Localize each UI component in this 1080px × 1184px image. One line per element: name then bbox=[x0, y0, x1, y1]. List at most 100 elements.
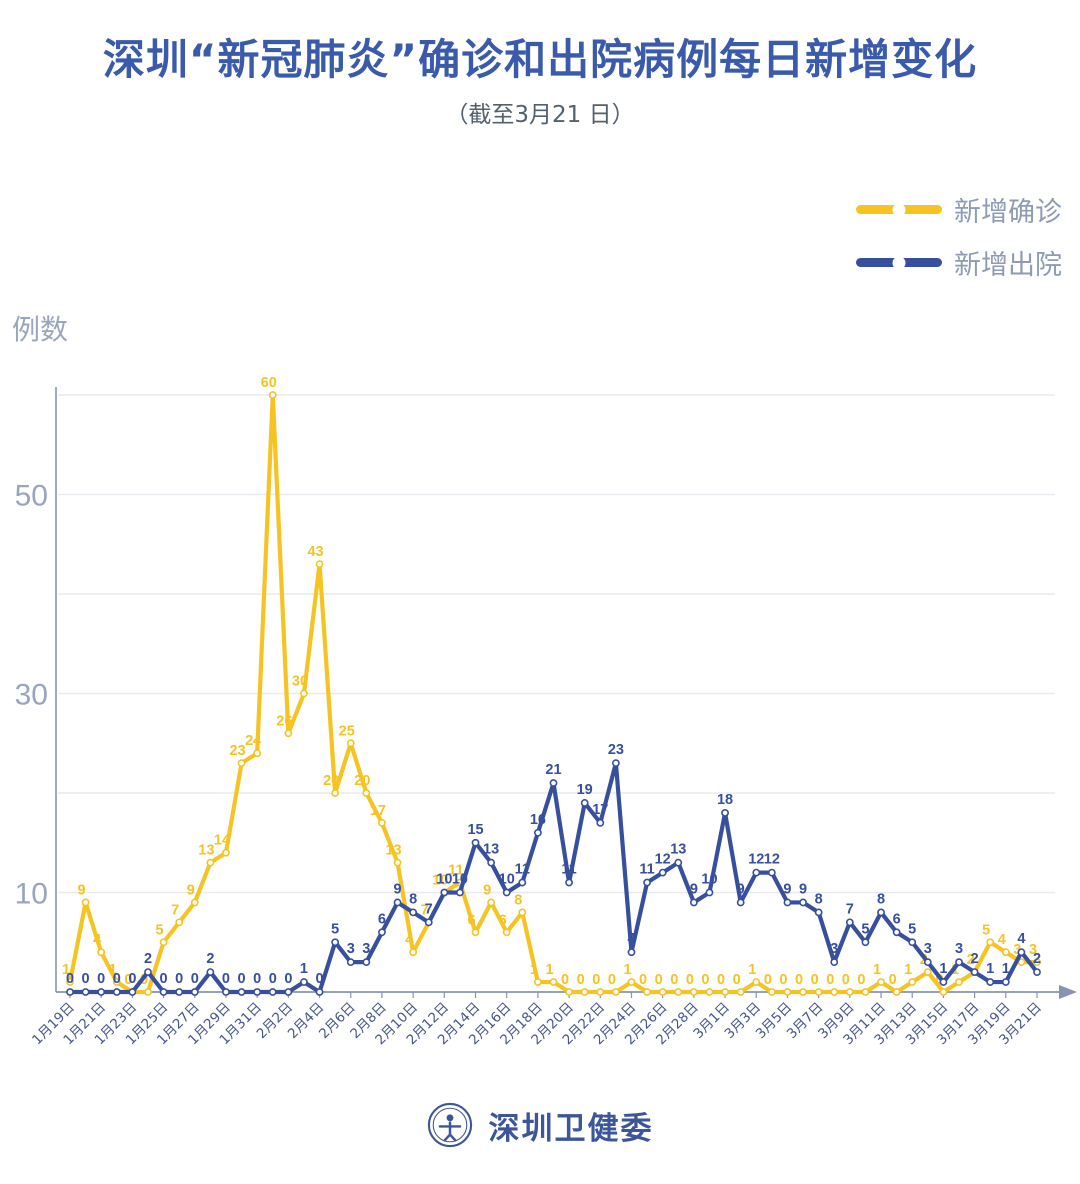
data-point-label: 0 bbox=[97, 971, 105, 987]
data-point-label: 0 bbox=[66, 971, 74, 987]
y-axis-tick-label: 50 bbox=[15, 480, 48, 513]
data-point bbox=[315, 560, 324, 569]
data-point-label: 7 bbox=[425, 901, 433, 917]
data-point-label: 10 bbox=[432, 873, 448, 889]
data-point-label: 0 bbox=[764, 972, 772, 988]
data-point bbox=[190, 898, 199, 907]
data-point bbox=[393, 898, 402, 907]
data-point-label: 0 bbox=[140, 972, 148, 988]
data-point bbox=[970, 968, 979, 976]
data-point bbox=[892, 928, 901, 937]
data-point bbox=[1033, 968, 1041, 976]
data-point-label: 0 bbox=[316, 971, 324, 987]
data-point-label: 1 bbox=[748, 962, 756, 978]
data-point bbox=[502, 888, 511, 897]
data-point-label: 6 bbox=[499, 912, 507, 928]
data-point bbox=[222, 988, 230, 996]
data-point-label: 20 bbox=[323, 773, 339, 789]
x-axis-tick-label: 3月5日 bbox=[753, 1000, 796, 1043]
data-point bbox=[736, 898, 745, 907]
data-point-label: 5 bbox=[331, 921, 339, 937]
data-point bbox=[346, 739, 355, 748]
data-point-label: 43 bbox=[307, 544, 323, 560]
data-point-label: 10 bbox=[499, 872, 515, 888]
shenzhen-health-commission-logo-icon bbox=[427, 1102, 472, 1148]
data-point-label: 0 bbox=[811, 972, 819, 988]
data-point bbox=[362, 958, 371, 967]
data-point-label: 9 bbox=[799, 881, 807, 897]
data-point bbox=[939, 988, 948, 996]
data-point bbox=[81, 898, 90, 907]
data-point bbox=[986, 978, 995, 986]
data-point bbox=[1033, 958, 1041, 967]
data-point bbox=[783, 898, 792, 907]
legend-label-confirmed: 新增确诊 bbox=[954, 197, 1062, 228]
data-point bbox=[705, 988, 714, 996]
data-point bbox=[534, 828, 542, 837]
data-point-label: 7 bbox=[846, 901, 854, 917]
data-point bbox=[689, 988, 698, 996]
data-point bbox=[689, 898, 698, 907]
data-point-label: 0 bbox=[639, 972, 647, 988]
x-axis-tick-label: 2月12日 bbox=[404, 1000, 453, 1049]
data-point-label: 0 bbox=[592, 972, 600, 988]
series-line bbox=[67, 761, 1040, 995]
data-point-label: 13 bbox=[670, 842, 686, 858]
data-point-label: 1 bbox=[873, 962, 881, 978]
data-point bbox=[159, 938, 168, 947]
data-point bbox=[66, 978, 74, 986]
data-point-label: 3 bbox=[830, 941, 838, 957]
page-title: 深圳“新冠肺炎”确诊和出院病例每日新增变化 bbox=[102, 35, 978, 84]
x-axis-tick-label: 2月16日 bbox=[466, 1000, 515, 1049]
footer-org-name: 深圳卫健委 bbox=[488, 1110, 654, 1147]
legend-marker-dot bbox=[892, 256, 906, 269]
data-point bbox=[471, 838, 480, 847]
x-axis-tick-label: 2月4日 bbox=[285, 1000, 328, 1043]
data-point-label: 21 bbox=[545, 762, 561, 778]
data-point bbox=[440, 888, 449, 897]
x-axis-tick-label: 2月14日 bbox=[435, 1000, 484, 1049]
data-point bbox=[1001, 948, 1010, 957]
data-point-label: 1 bbox=[986, 961, 994, 977]
data-point-label: 0 bbox=[253, 971, 261, 987]
data-point bbox=[814, 908, 823, 917]
data-point-label: 10 bbox=[452, 872, 468, 888]
data-point-label: 17 bbox=[592, 802, 608, 818]
x-axis-tick-label: 2月26日 bbox=[622, 1000, 671, 1049]
legend-item-discharged[interactable]: 新增出院 bbox=[856, 243, 1062, 282]
data-point bbox=[81, 988, 90, 996]
data-point-label: 0 bbox=[779, 972, 787, 988]
data-point-label: 0 bbox=[222, 971, 230, 987]
data-point-label: 3 bbox=[924, 941, 932, 957]
data-point bbox=[955, 958, 963, 967]
x-axis-tick-label: 1月25日 bbox=[123, 1000, 172, 1049]
data-point-label: 11 bbox=[561, 862, 576, 878]
x-axis-tick-label: 3月19日 bbox=[965, 1000, 1014, 1049]
data-point bbox=[986, 938, 995, 947]
data-point bbox=[580, 988, 589, 996]
data-point-label: 3 bbox=[1029, 942, 1037, 958]
data-point-label: 23 bbox=[229, 743, 245, 759]
data-point bbox=[284, 988, 293, 996]
data-point-label: 12 bbox=[764, 852, 780, 868]
data-point-label: 2 bbox=[920, 952, 928, 968]
data-point bbox=[939, 978, 948, 986]
data-point bbox=[721, 988, 729, 996]
y-axis-tick-label: 30 bbox=[15, 679, 48, 712]
data-point-label: 4 bbox=[1017, 931, 1025, 947]
data-point bbox=[440, 888, 449, 897]
x-axis-tick-label: 3月15日 bbox=[903, 1000, 952, 1049]
data-point bbox=[424, 918, 433, 927]
x-axis-tick-label: 3月11日 bbox=[840, 1000, 889, 1049]
legend-item-confirmed[interactable]: 新增确诊 bbox=[856, 190, 1062, 229]
data-point bbox=[144, 968, 152, 976]
data-point-label: 0 bbox=[795, 972, 803, 988]
data-point-label: 10 bbox=[436, 872, 452, 888]
data-point-label: 13 bbox=[385, 843, 401, 859]
data-point bbox=[955, 978, 963, 986]
data-point-label: 7 bbox=[421, 902, 429, 918]
data-point-label: 0 bbox=[857, 972, 865, 988]
data-point-label: 9 bbox=[187, 882, 195, 898]
data-point-label: 0 bbox=[686, 972, 694, 988]
